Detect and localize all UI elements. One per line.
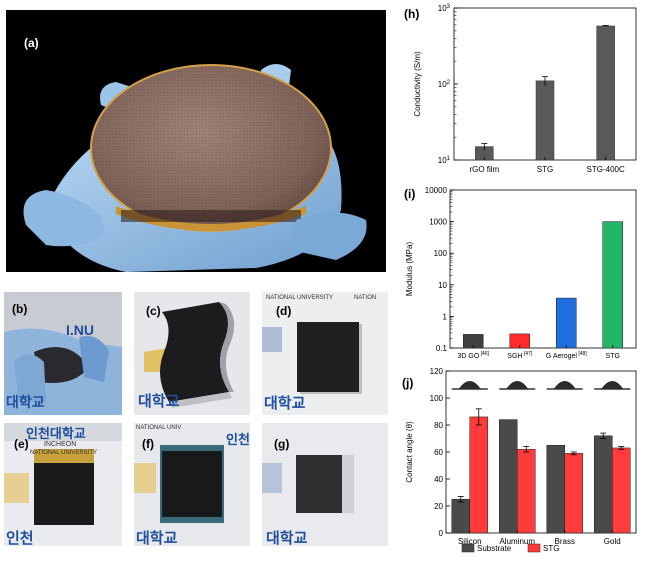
y-tick-label: 100	[434, 249, 448, 258]
bar	[596, 25, 615, 161]
bar	[602, 221, 623, 349]
korean-text: 대학교	[136, 530, 178, 546]
square-film-illustration	[262, 292, 388, 415]
chart-i-svg: 0.1 1 10 100 1000 10000 Modulus (MPa) 3D GO [46…	[404, 186, 637, 360]
legend-label: STG	[543, 544, 559, 553]
panel-label-b: (b)	[12, 302, 28, 316]
x-tick-label: Gold	[604, 537, 621, 546]
film-on-brass-illustration	[262, 423, 388, 546]
bar-stg	[564, 453, 583, 534]
chart-j: 0 20 40 60 80 100 120 Contact angle (θ) Silicon A…	[396, 365, 645, 564]
national-univ-text: NATIONAL UNIV	[136, 425, 182, 431]
y-tick-label: 0	[439, 529, 444, 538]
bar-substrate	[499, 419, 518, 534]
y-tick-label: 20	[434, 502, 443, 511]
panel-label-e: (e)	[14, 437, 29, 451]
panel-label-c: (c)	[146, 304, 161, 318]
national-university-text: NATIONAL UNIVERSITY	[266, 295, 334, 301]
wafer-in-glove-illustration	[23, 64, 367, 272]
korean-text: 인천	[226, 432, 250, 447]
glove-thumb	[23, 190, 106, 247]
panel-g-photo: (g) 대학교	[262, 423, 388, 546]
bar-substrate	[594, 435, 613, 534]
national-university-text: NATIONAL UNIVERSITY	[30, 450, 98, 456]
panel-c-photo: (c) 대학교	[134, 292, 250, 415]
panel-label-h: (h)	[404, 7, 419, 21]
x-tick-label: G Aerogel [48]	[546, 351, 587, 360]
y-tick-label: 101	[438, 156, 451, 165]
y-tick-label: 80	[434, 421, 443, 430]
lnu-logo-text: I.NU	[66, 322, 94, 338]
panel-label-d: (d)	[276, 304, 292, 318]
chart-i: 0.1 1 10 100 1000 10000 Modulus (MPa) 3D GO [46…	[396, 180, 645, 365]
film-on-aluminum-illustration	[134, 423, 250, 546]
bar-substrate	[546, 445, 565, 534]
y-tick-label: 100	[430, 394, 444, 403]
y-tick-label: 40	[434, 475, 443, 484]
panel-e-photo: (e) 인천대학교 INCHEON NATIONAL UNIVERSITY 인천	[4, 423, 122, 546]
x-tick-label: Brass	[555, 537, 575, 546]
x-tick-label: rGO film	[469, 165, 499, 174]
panel-label-j: (j)	[402, 376, 413, 390]
panel-label-a: (a)	[24, 36, 39, 50]
korean-text: 대학교	[266, 530, 308, 546]
x-tick-label: STG-400C	[587, 165, 625, 174]
bar-substrate	[451, 499, 470, 534]
y-tick-label: 0.1	[436, 344, 448, 353]
x-tick-label: SGH [47]	[507, 351, 533, 360]
y-tick-label: 1	[443, 312, 448, 321]
curved-film-illustration	[134, 292, 250, 415]
droplet-illustration	[458, 381, 481, 389]
y-tick-label: 10	[438, 281, 447, 290]
chart-h-svg: 101 102 103 Conductivity (S/m) rGO film STG ST…	[404, 4, 637, 174]
bar	[535, 80, 555, 161]
panel-d-photo: (d) NATIONAL UNIVERSITY NATION 대학교	[262, 292, 388, 415]
plot-frame	[449, 189, 637, 349]
panel-label-f: (f)	[142, 437, 154, 451]
y-axis-label: Contact angle (θ)	[405, 421, 414, 483]
chart-j-svg: 0 20 40 60 80 100 120 Contact angle (θ) Silicon A…	[402, 367, 637, 553]
x-tick-label: STG	[537, 165, 553, 174]
incheon-text: INCHEON	[44, 441, 77, 448]
panel-label-i: (i)	[404, 187, 415, 201]
korean-text: 대학교	[138, 393, 180, 410]
y-tick-label: 1000	[429, 218, 447, 227]
korean-text: 대학교	[6, 394, 45, 410]
panel-b-photo: (b) I.NU 대학교	[4, 292, 122, 415]
bar-stg	[469, 416, 488, 534]
x-tick-label: Silicon	[458, 537, 482, 546]
x-tick-label: STG	[606, 353, 620, 360]
y-axis-label: Conductivity (S/m)	[413, 51, 422, 117]
legend-label: Substrate	[477, 544, 512, 553]
korean-text: 대학교	[264, 395, 306, 412]
korean-text: 인천대학교	[26, 426, 86, 441]
legend-swatch	[461, 543, 475, 553]
droplet-illustration	[506, 381, 529, 389]
droplet-illustration	[553, 381, 576, 389]
film-on-gold-illustration	[4, 423, 122, 546]
y-tick-label: 103	[438, 4, 451, 13]
y-axis-label: Modulus (MPa)	[405, 242, 414, 297]
y-tick-label: 102	[438, 80, 451, 89]
droplet-illustration	[601, 381, 624, 389]
bar-stg	[517, 449, 536, 534]
panel-a-photo: (a)	[6, 10, 386, 272]
x-tick-label: 3D GO [46]	[457, 351, 489, 360]
bent-film-illustration	[4, 292, 122, 415]
y-tick-label: 60	[434, 448, 443, 457]
nation-text: NATION	[354, 295, 377, 301]
bar-stg	[612, 447, 631, 534]
korean-text: 인천	[6, 530, 34, 546]
x-tick-label: Aluminum	[499, 537, 535, 546]
legend-swatch	[527, 543, 541, 553]
chart-h: 101 102 103 Conductivity (S/m) rGO film STG ST…	[396, 0, 645, 180]
panel-f-photo: (f) NATIONAL UNIV 인천 대학교	[134, 423, 250, 546]
bar	[556, 297, 577, 349]
panel-label-g: (g)	[274, 437, 290, 451]
y-tick-label: 120	[430, 367, 444, 376]
glove-finger	[291, 212, 367, 260]
y-tick-label: 10000	[425, 186, 448, 195]
